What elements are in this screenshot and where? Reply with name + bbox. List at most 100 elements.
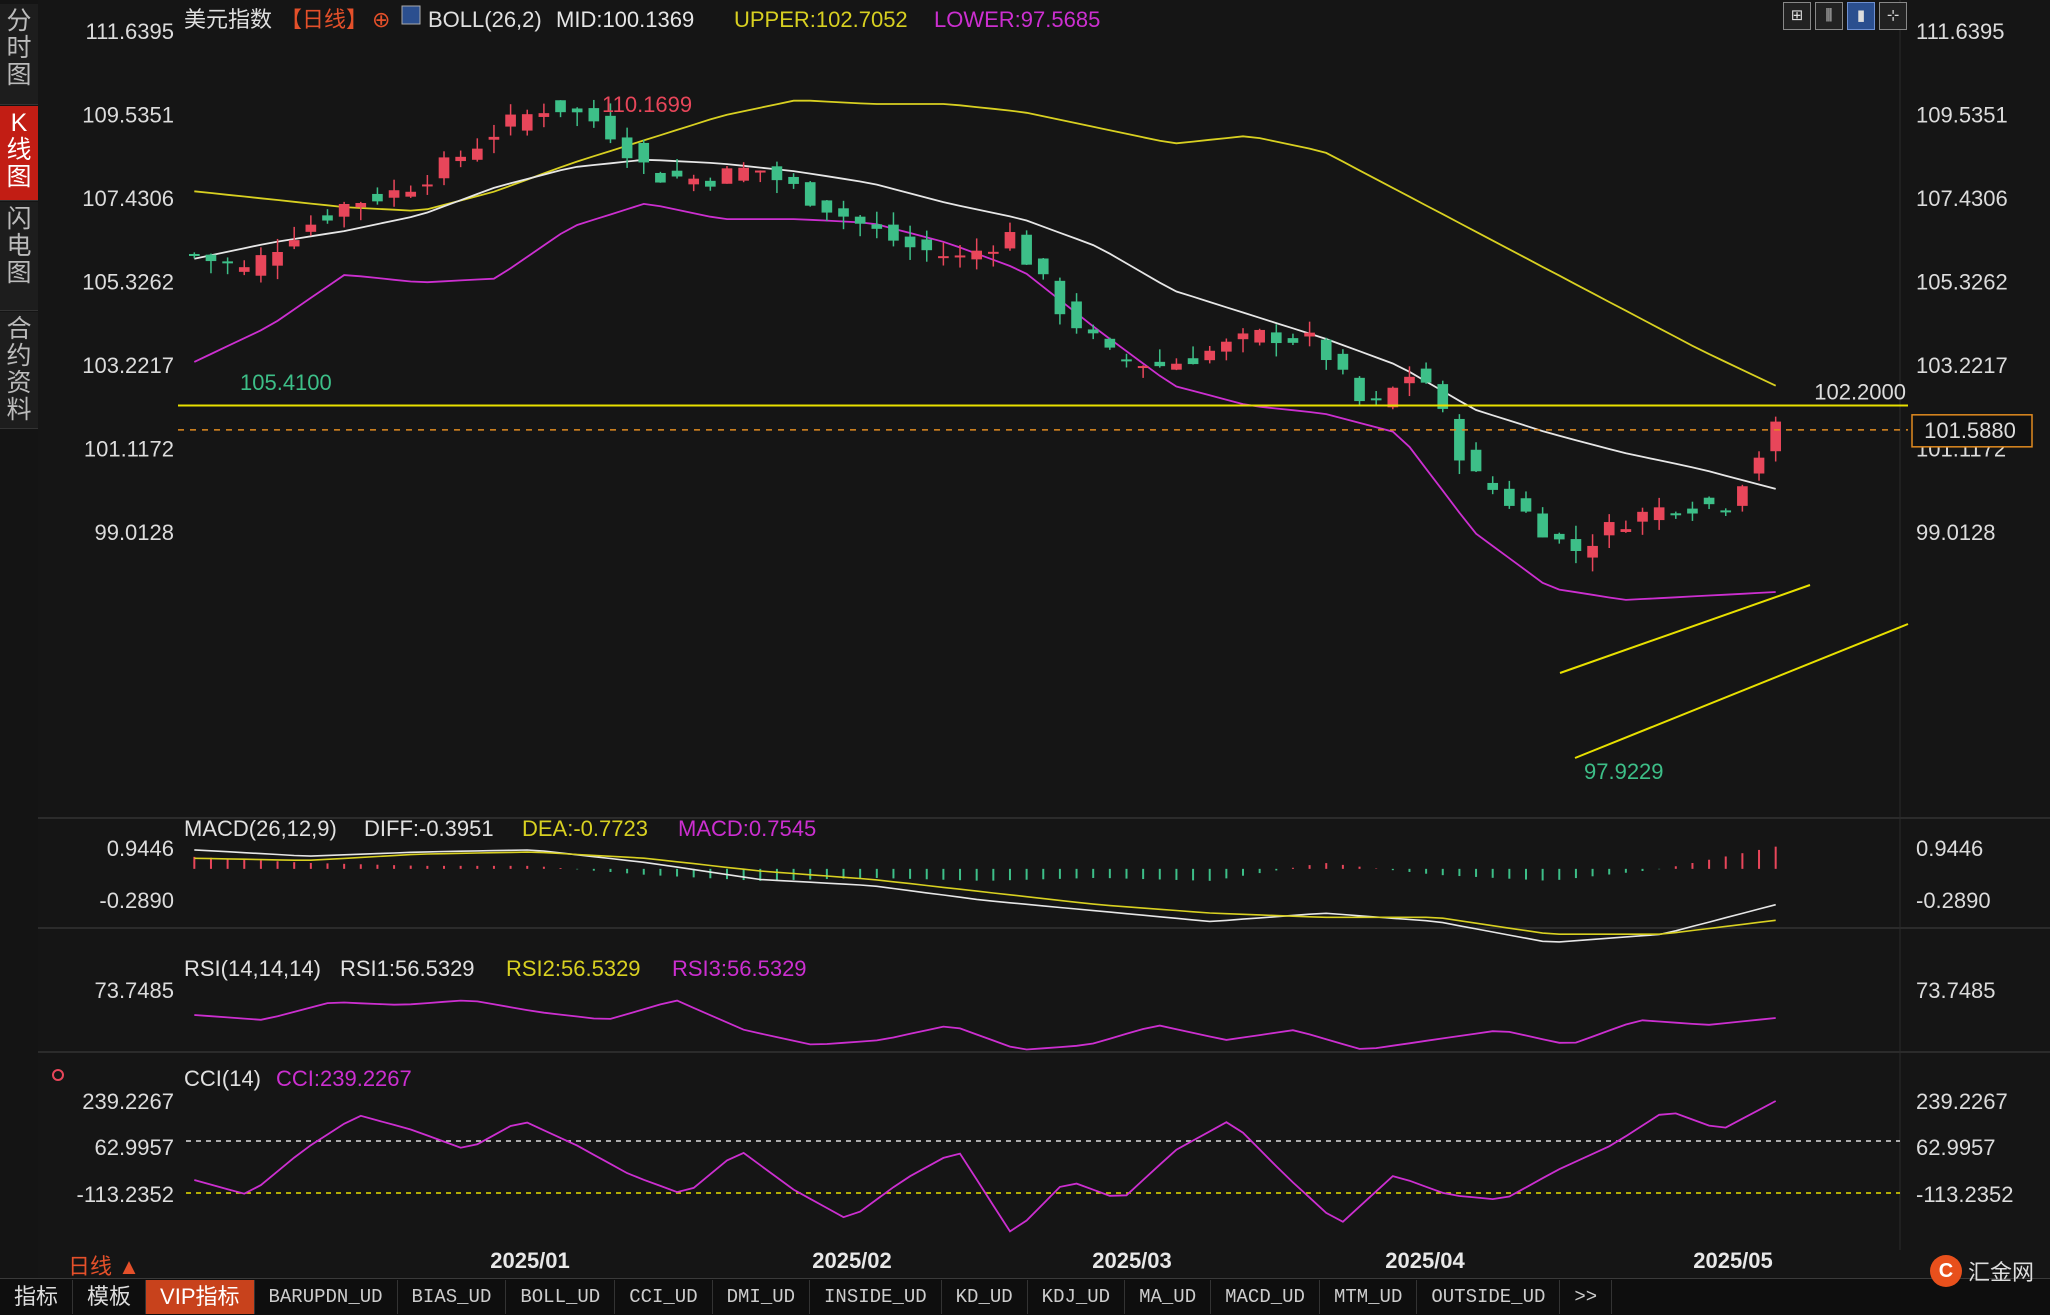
chart-area[interactable]: 美元指数 【日线】 ⊕ BOLL(26,2) MID:100.1369 UPPER:102…: [38, 0, 2050, 1278]
rsi-label: RSI(14,14,14): [184, 956, 321, 981]
candle-body-67: [1304, 332, 1315, 337]
candle-body-43: [904, 236, 916, 248]
candle-body-61: [1204, 350, 1216, 361]
bottom-tab-12[interactable]: MACD_UD: [1211, 1280, 1320, 1314]
candle-body-56: [1121, 359, 1132, 362]
candle-body-41: [871, 224, 883, 229]
rsi-tick-right: 73.7485: [1916, 978, 1996, 1003]
candle-body-15: [438, 157, 450, 179]
candle-body-11: [372, 193, 383, 202]
bottom-tab-3[interactable]: BARUPDN_UD: [255, 1280, 398, 1314]
price-tick-right-4: 103.2217: [1916, 353, 2008, 378]
candle-body-90: [1687, 508, 1698, 514]
price-tick-left-2: 107.4306: [82, 186, 174, 211]
price-tick-left-3: 105.3262: [82, 269, 174, 294]
bottom-tab-15[interactable]: >>: [1560, 1280, 1613, 1314]
price-tick-right-6: 99.0128: [1916, 520, 1996, 545]
candle-body-24: [588, 108, 600, 122]
channel-lower: [1574, 623, 1909, 759]
bars-icon[interactable]: ⫼: [1815, 2, 1843, 30]
candle-body-30: [688, 178, 700, 185]
rsi3-value: RSI3:56.5329: [672, 956, 807, 981]
candle-body-2: [222, 261, 233, 264]
candle-body-93: [1737, 486, 1748, 506]
cci-value: CCI:239.2267: [276, 1066, 412, 1091]
last-price-box: [1911, 414, 2033, 448]
candle-body-38: [821, 200, 833, 213]
bottom-tab-6[interactable]: CCI_UD: [615, 1280, 713, 1314]
candle-body-77: [1470, 449, 1482, 472]
candle-body-73: [1404, 376, 1415, 384]
candle-body-20: [521, 114, 533, 131]
sidebar-tab-2[interactable]: 闪电图: [0, 202, 38, 311]
candle-body-54: [1087, 329, 1099, 334]
price-tick-left-1: 109.5351: [82, 102, 174, 127]
candle-body-26: [621, 137, 633, 159]
candle-body-52: [1054, 280, 1066, 315]
macd-histogram: [193, 846, 1777, 881]
logo-text: 汇金网: [1968, 1260, 2035, 1285]
bottom-tab-2[interactable]: VIP指标: [146, 1280, 255, 1314]
bottom-tab-8[interactable]: INSIDE_UD: [810, 1280, 942, 1314]
macd-diff-line: [194, 849, 1776, 943]
candle-icon[interactable]: ▮: [1847, 2, 1875, 30]
sidebar-tab-0[interactable]: 分时图: [0, 4, 38, 105]
crosshair-icon[interactable]: ⊹: [1879, 2, 1907, 30]
bottom-tab-5[interactable]: BOLL_UD: [506, 1280, 616, 1314]
month-label-0: 2025/01: [490, 1248, 570, 1273]
candle-body-79: [1504, 488, 1515, 506]
grid-icon[interactable]: ⊞: [1783, 2, 1811, 30]
bottom-tab-11[interactable]: MA_UD: [1125, 1280, 1212, 1314]
candle-body-27: [638, 142, 650, 163]
candle-body-4: [255, 255, 267, 276]
candle-body-49: [1004, 232, 1016, 249]
boll-mid-line: [194, 158, 1776, 490]
candle-body-87: [1637, 511, 1648, 522]
price-tick-right-0: 111.6395: [1916, 19, 2005, 44]
candle-body-51: [1037, 258, 1049, 275]
bottom-tab-14[interactable]: OUTSIDE_UD: [1417, 1280, 1561, 1314]
candle-body-13: [405, 191, 417, 197]
candle-body-64: [1254, 329, 1265, 343]
price-tick-right-3: 105.3262: [1916, 269, 2008, 294]
low-label: 105.4100: [240, 370, 332, 395]
candle-body-8: [322, 215, 333, 221]
candle-body-84: [1587, 545, 1598, 558]
kline-chart[interactable]: 美元指数 【日线】 ⊕ BOLL(26,2) MID:100.1369 UPPER:102…: [38, 0, 2050, 1278]
candle-body-31: [705, 180, 716, 187]
macd-value: MACD:0.7545: [678, 816, 816, 841]
candle-body-63: [1237, 333, 1249, 340]
channel-upper: [1559, 584, 1811, 674]
candle-body-74: [1420, 368, 1432, 383]
cci-tick-right-0: 239.2267: [1916, 1089, 2008, 1114]
candle-body-21: [538, 113, 550, 117]
bottom-tab-10[interactable]: KDJ_UD: [1028, 1280, 1126, 1314]
candle-body-34: [754, 170, 766, 173]
bottom-tab-13[interactable]: MTM_UD: [1320, 1280, 1418, 1314]
candle-body-62: [1221, 341, 1232, 352]
candle-body-6: [288, 240, 300, 247]
rsi2-value: RSI2:56.5329: [506, 956, 641, 981]
bottom-tab-1[interactable]: 模板: [73, 1280, 147, 1314]
rsi-line: [194, 999, 1776, 1051]
candle-body-1: [205, 254, 217, 262]
bottom-tab-9[interactable]: KD_UD: [942, 1280, 1028, 1314]
candle-body-29: [671, 170, 683, 177]
brand-logo: C 汇金网: [1930, 1255, 2034, 1287]
bottom-tab-7[interactable]: DMI_UD: [713, 1280, 811, 1314]
candle-body-92: [1720, 510, 1732, 513]
last-price-label: 101.5880: [1924, 418, 2016, 443]
macd-tick-left-0: 0.9446: [107, 836, 174, 861]
macd-diff: DIFF:-0.3951: [364, 816, 494, 841]
price-tick-right-1: 109.5351: [1916, 102, 2008, 127]
cci-label: CCI(14): [184, 1066, 261, 1091]
candle-body-75: [1437, 384, 1449, 409]
candle-body-60: [1187, 358, 1199, 365]
candle-body-78: [1487, 482, 1499, 490]
bottom-tab-0[interactable]: 指标: [0, 1280, 74, 1314]
sidebar-tab-3[interactable]: 合约资料: [0, 312, 38, 429]
macd-dea-line: [194, 851, 1776, 936]
candle-body-53: [1071, 301, 1082, 329]
bottom-tab-4[interactable]: BIAS_UD: [398, 1280, 507, 1314]
